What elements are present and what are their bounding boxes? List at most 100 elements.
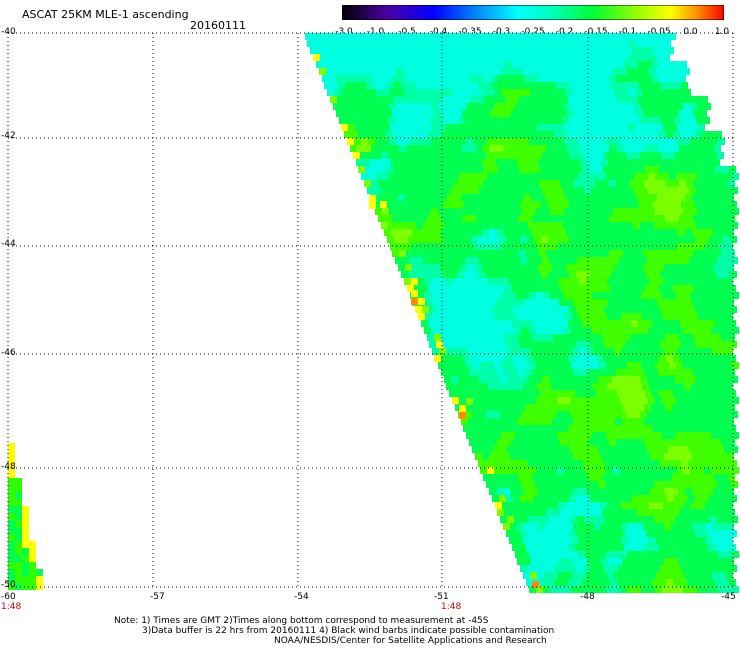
swath-cell-fragment [8, 499, 15, 506]
swath-cell [660, 341, 667, 348]
swath-cell-highlight [411, 290, 418, 297]
swath-cell [353, 152, 360, 159]
swath-cell [630, 334, 637, 341]
swath-cell [614, 278, 621, 285]
swath-cell [561, 285, 568, 292]
swath-cell [468, 299, 475, 306]
swath-cell [673, 355, 680, 362]
swath-cell [513, 47, 520, 54]
swath-cell [659, 320, 666, 327]
swath-cell [669, 173, 676, 180]
swath-cell [460, 278, 467, 285]
swath-cell [529, 103, 536, 110]
swath-cell [487, 138, 494, 145]
swath-cell [527, 236, 534, 243]
swath-cell [728, 474, 735, 481]
swath-cell [543, 68, 550, 75]
swath-cell [512, 544, 519, 551]
swath-cell [570, 446, 577, 453]
swath-cell [342, 40, 349, 47]
swath-cell [665, 509, 672, 516]
swath-cell [608, 453, 615, 460]
swath-cell [727, 558, 734, 565]
swath-cell [635, 124, 642, 131]
swath-cell [476, 110, 483, 117]
swath-cell [521, 187, 528, 194]
swath-cell [678, 264, 685, 271]
swath-cell [641, 432, 648, 439]
swath-cell [490, 334, 497, 341]
swath-cell [383, 124, 390, 131]
swath-cell [650, 453, 657, 460]
swath-cell [552, 194, 559, 201]
swath-cell [485, 341, 492, 348]
swath-cell [511, 474, 518, 481]
swath-cell [371, 110, 378, 117]
swath-cell [452, 327, 459, 334]
swath-cell [529, 327, 536, 334]
swath-cell [492, 306, 499, 313]
swath-cell [542, 187, 549, 194]
swath-cell [595, 369, 602, 376]
swath-cell [701, 320, 708, 327]
swath-cell [441, 250, 448, 257]
swath-cell [492, 201, 499, 208]
swath-cell [578, 33, 585, 40]
swath-cell [596, 61, 603, 68]
swath-cell [592, 138, 599, 145]
swath-cell [683, 173, 690, 180]
swath-cell [587, 523, 594, 530]
swath-cell [531, 453, 538, 460]
swath-cell [552, 229, 559, 236]
swath-cell [672, 215, 679, 222]
swath-cell [493, 446, 500, 453]
swath-cell [469, 334, 476, 341]
swath-cell [607, 348, 614, 355]
swath-cell [514, 446, 521, 453]
swath-cell [505, 96, 512, 103]
swath-cell [427, 215, 434, 222]
swath-cell [528, 411, 535, 418]
swath-cell [656, 313, 663, 320]
swath-cell [340, 103, 347, 110]
swath-cell [470, 96, 477, 103]
swath-cell [424, 33, 431, 40]
swath-cell [644, 110, 651, 117]
swath-cell [567, 334, 574, 341]
swath-cell [687, 425, 694, 432]
swath-cell [584, 481, 591, 488]
swath-cell [542, 481, 549, 488]
swath-cell [657, 40, 664, 47]
swath-cell [472, 257, 479, 264]
swath-cell [493, 222, 500, 229]
swath-cell [368, 68, 375, 75]
swath-cell [516, 502, 523, 509]
swath-cell [549, 117, 556, 124]
swath-cell [531, 418, 538, 425]
swath-cell [732, 586, 739, 593]
swath-cell [504, 215, 511, 222]
swath-cell [679, 250, 686, 257]
swath-cell [686, 180, 693, 187]
swath-cell [607, 313, 614, 320]
swath-cell [375, 103, 382, 110]
swath-cell [422, 271, 429, 278]
swath-cell [701, 96, 708, 103]
swath-cell [355, 89, 362, 96]
swath-cell [656, 572, 663, 579]
swath-cell [571, 68, 578, 75]
swath-cell [707, 215, 714, 222]
swath-cell [672, 509, 679, 516]
swath-cell-fragment [15, 485, 22, 492]
swath-cell [534, 460, 541, 467]
swath-cell [533, 96, 540, 103]
swath-cell [560, 334, 567, 341]
swath-cell [527, 495, 534, 502]
swath-cell [546, 474, 553, 481]
swath-cell [677, 313, 684, 320]
swath-cell [658, 75, 665, 82]
swath-cell [353, 117, 360, 124]
swath-cell [578, 362, 585, 369]
swath-cell [543, 362, 550, 369]
lat-label-44: -44 [1, 239, 16, 249]
